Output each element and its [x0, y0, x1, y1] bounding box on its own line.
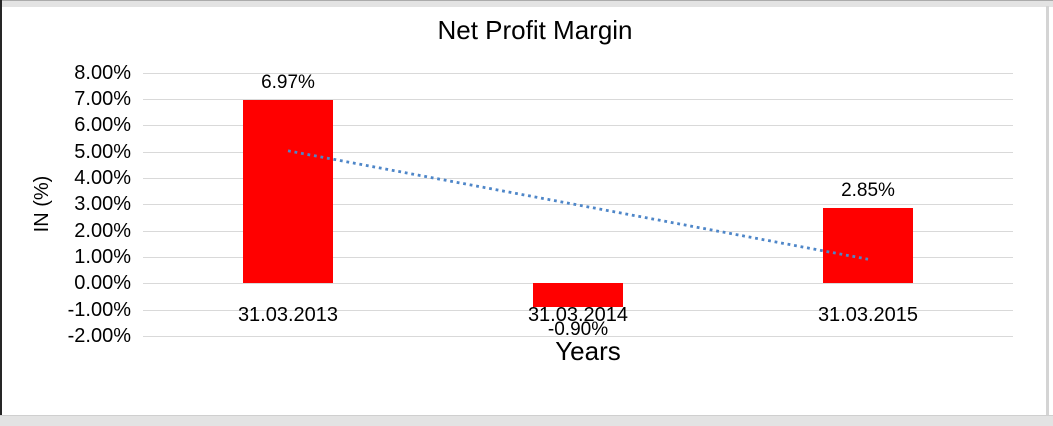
y-tick-label: 4.00%: [74, 166, 131, 189]
frame-bottom-strip: [0, 415, 1053, 426]
gridline: [143, 125, 1013, 127]
y-tick-label: 8.00%: [74, 61, 131, 84]
x-axis-title: Years: [555, 336, 621, 366]
bar: [823, 208, 913, 284]
gridline: [143, 72, 1013, 74]
gridline: [143, 98, 1013, 100]
data-label: 2.85%: [841, 180, 895, 202]
y-tick-label: 2.00%: [74, 219, 131, 242]
y-tick-label: 1.00%: [74, 245, 131, 268]
y-tick-label: 6.00%: [74, 114, 131, 137]
chart-title: Net Profit Margin: [437, 15, 633, 45]
data-label: 6.97%: [261, 71, 315, 93]
gridline: [143, 335, 1013, 337]
y-tick-label: 0.00%: [74, 272, 131, 295]
category-label: 31.03.2014: [527, 304, 629, 326]
frame-top-strip: [0, 0, 1053, 7]
category-label: 31.03.2015: [817, 304, 919, 326]
bar: [243, 99, 333, 284]
category-label: 31.03.2013: [237, 304, 339, 326]
y-tick-label: -2.00%: [67, 324, 131, 347]
bar: [533, 283, 623, 307]
frame-left-line: [0, 0, 2, 416]
gridline: [143, 309, 1013, 311]
y-tick-label: 7.00%: [74, 87, 131, 110]
y-tick-label: 5.00%: [74, 140, 131, 163]
y-tick-label: -1.00%: [67, 298, 131, 321]
frame-right-line: [1046, 6, 1049, 416]
y-tick-label: 3.00%: [74, 193, 131, 216]
data-label: -0.90%: [547, 318, 609, 340]
